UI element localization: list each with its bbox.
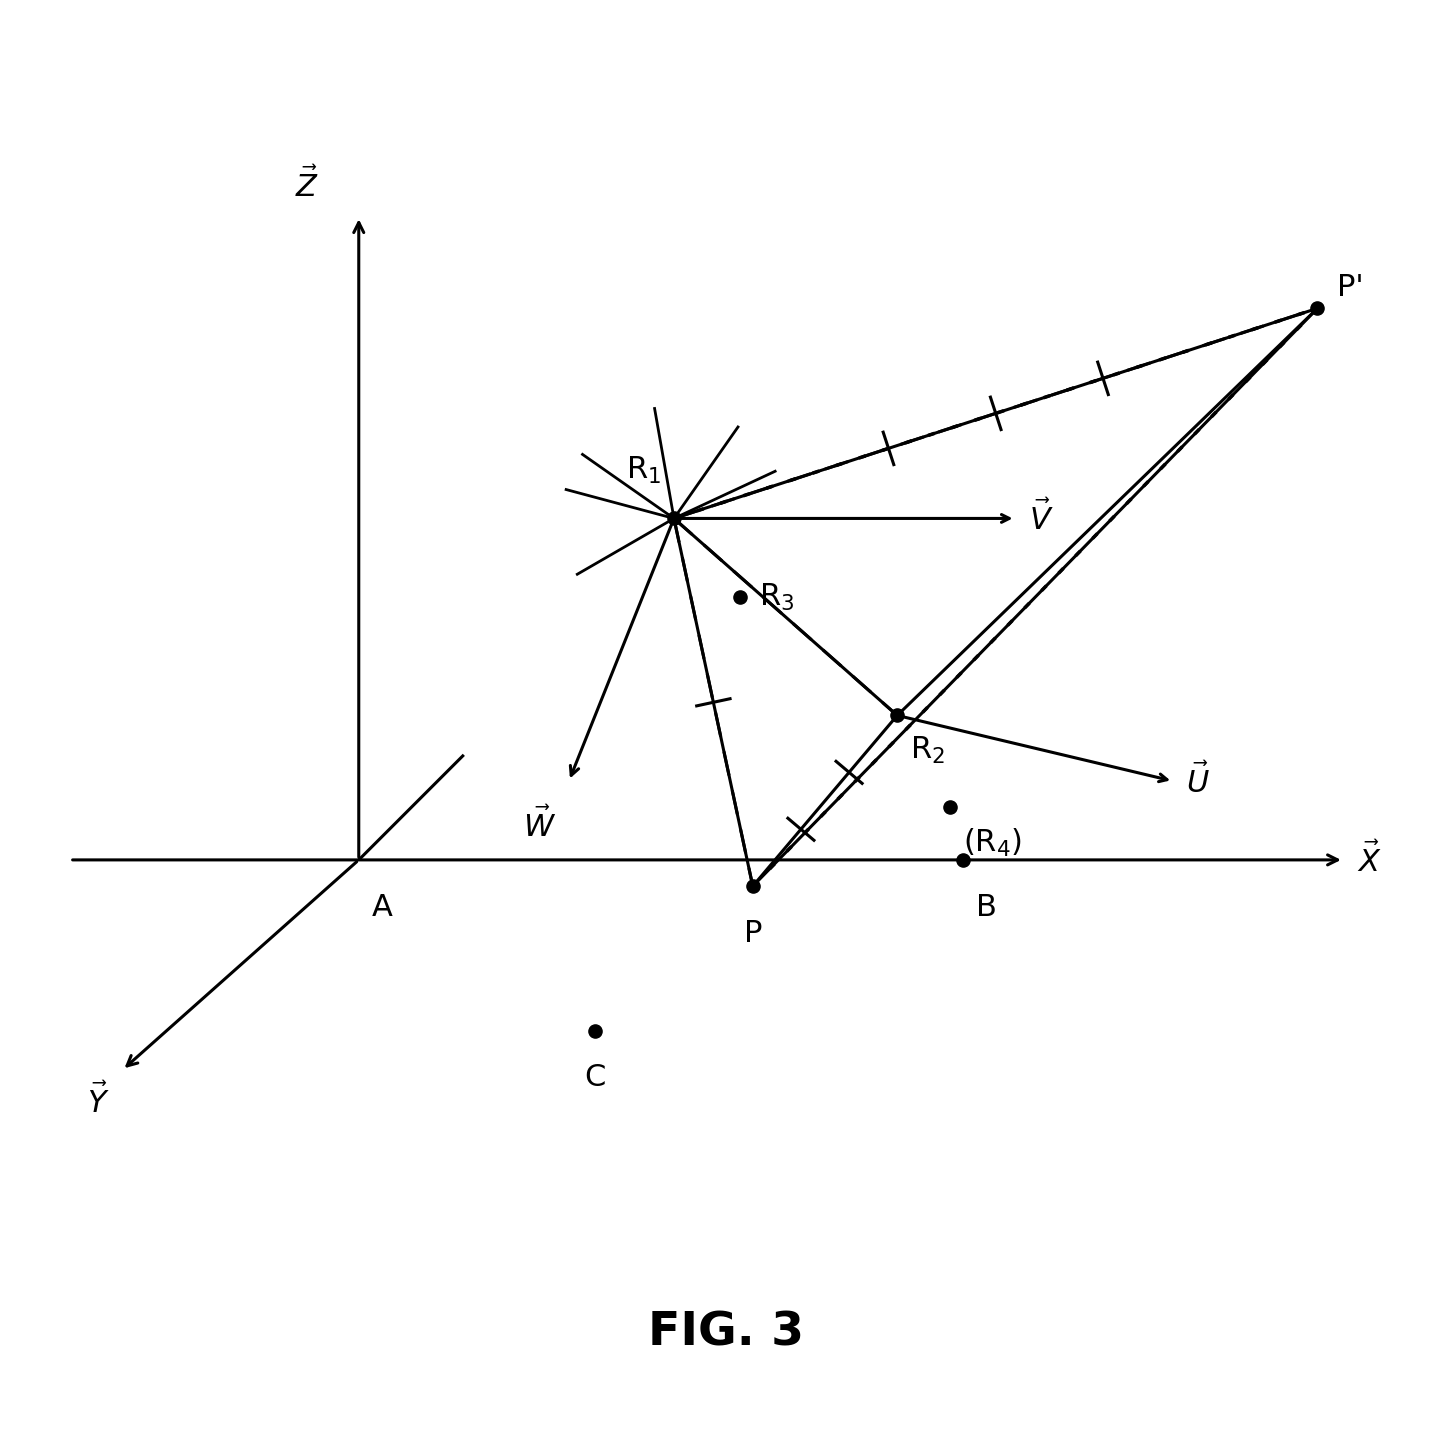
Text: R$_3$: R$_3$ bbox=[760, 582, 795, 612]
Point bbox=[1306, 297, 1329, 321]
Text: (R$_4$): (R$_4$) bbox=[963, 827, 1021, 859]
Point bbox=[663, 507, 686, 530]
Text: B: B bbox=[976, 892, 997, 921]
Text: $\vec{U}$: $\vec{U}$ bbox=[1186, 762, 1210, 799]
Text: C: C bbox=[584, 1063, 606, 1093]
Text: P: P bbox=[744, 918, 761, 949]
Point bbox=[741, 875, 764, 898]
Point bbox=[886, 703, 910, 726]
Text: R$_1$: R$_1$ bbox=[626, 455, 661, 485]
Text: FIG. 3: FIG. 3 bbox=[648, 1310, 805, 1356]
Text: R$_2$: R$_2$ bbox=[911, 735, 946, 767]
Text: P': P' bbox=[1337, 273, 1364, 302]
Point bbox=[728, 586, 751, 609]
Text: $\vec{V}$: $\vec{V}$ bbox=[1029, 501, 1053, 536]
Text: A: A bbox=[372, 892, 392, 921]
Text: $\vec{Y}$: $\vec{Y}$ bbox=[87, 1083, 109, 1119]
Point bbox=[939, 796, 962, 819]
Point bbox=[952, 848, 975, 871]
Text: $\vec{Z}$: $\vec{Z}$ bbox=[295, 168, 320, 204]
Point bbox=[584, 1019, 607, 1043]
Text: $\vec{W}$: $\vec{W}$ bbox=[523, 807, 555, 843]
Text: $\vec{X}$: $\vec{X}$ bbox=[1357, 842, 1382, 878]
